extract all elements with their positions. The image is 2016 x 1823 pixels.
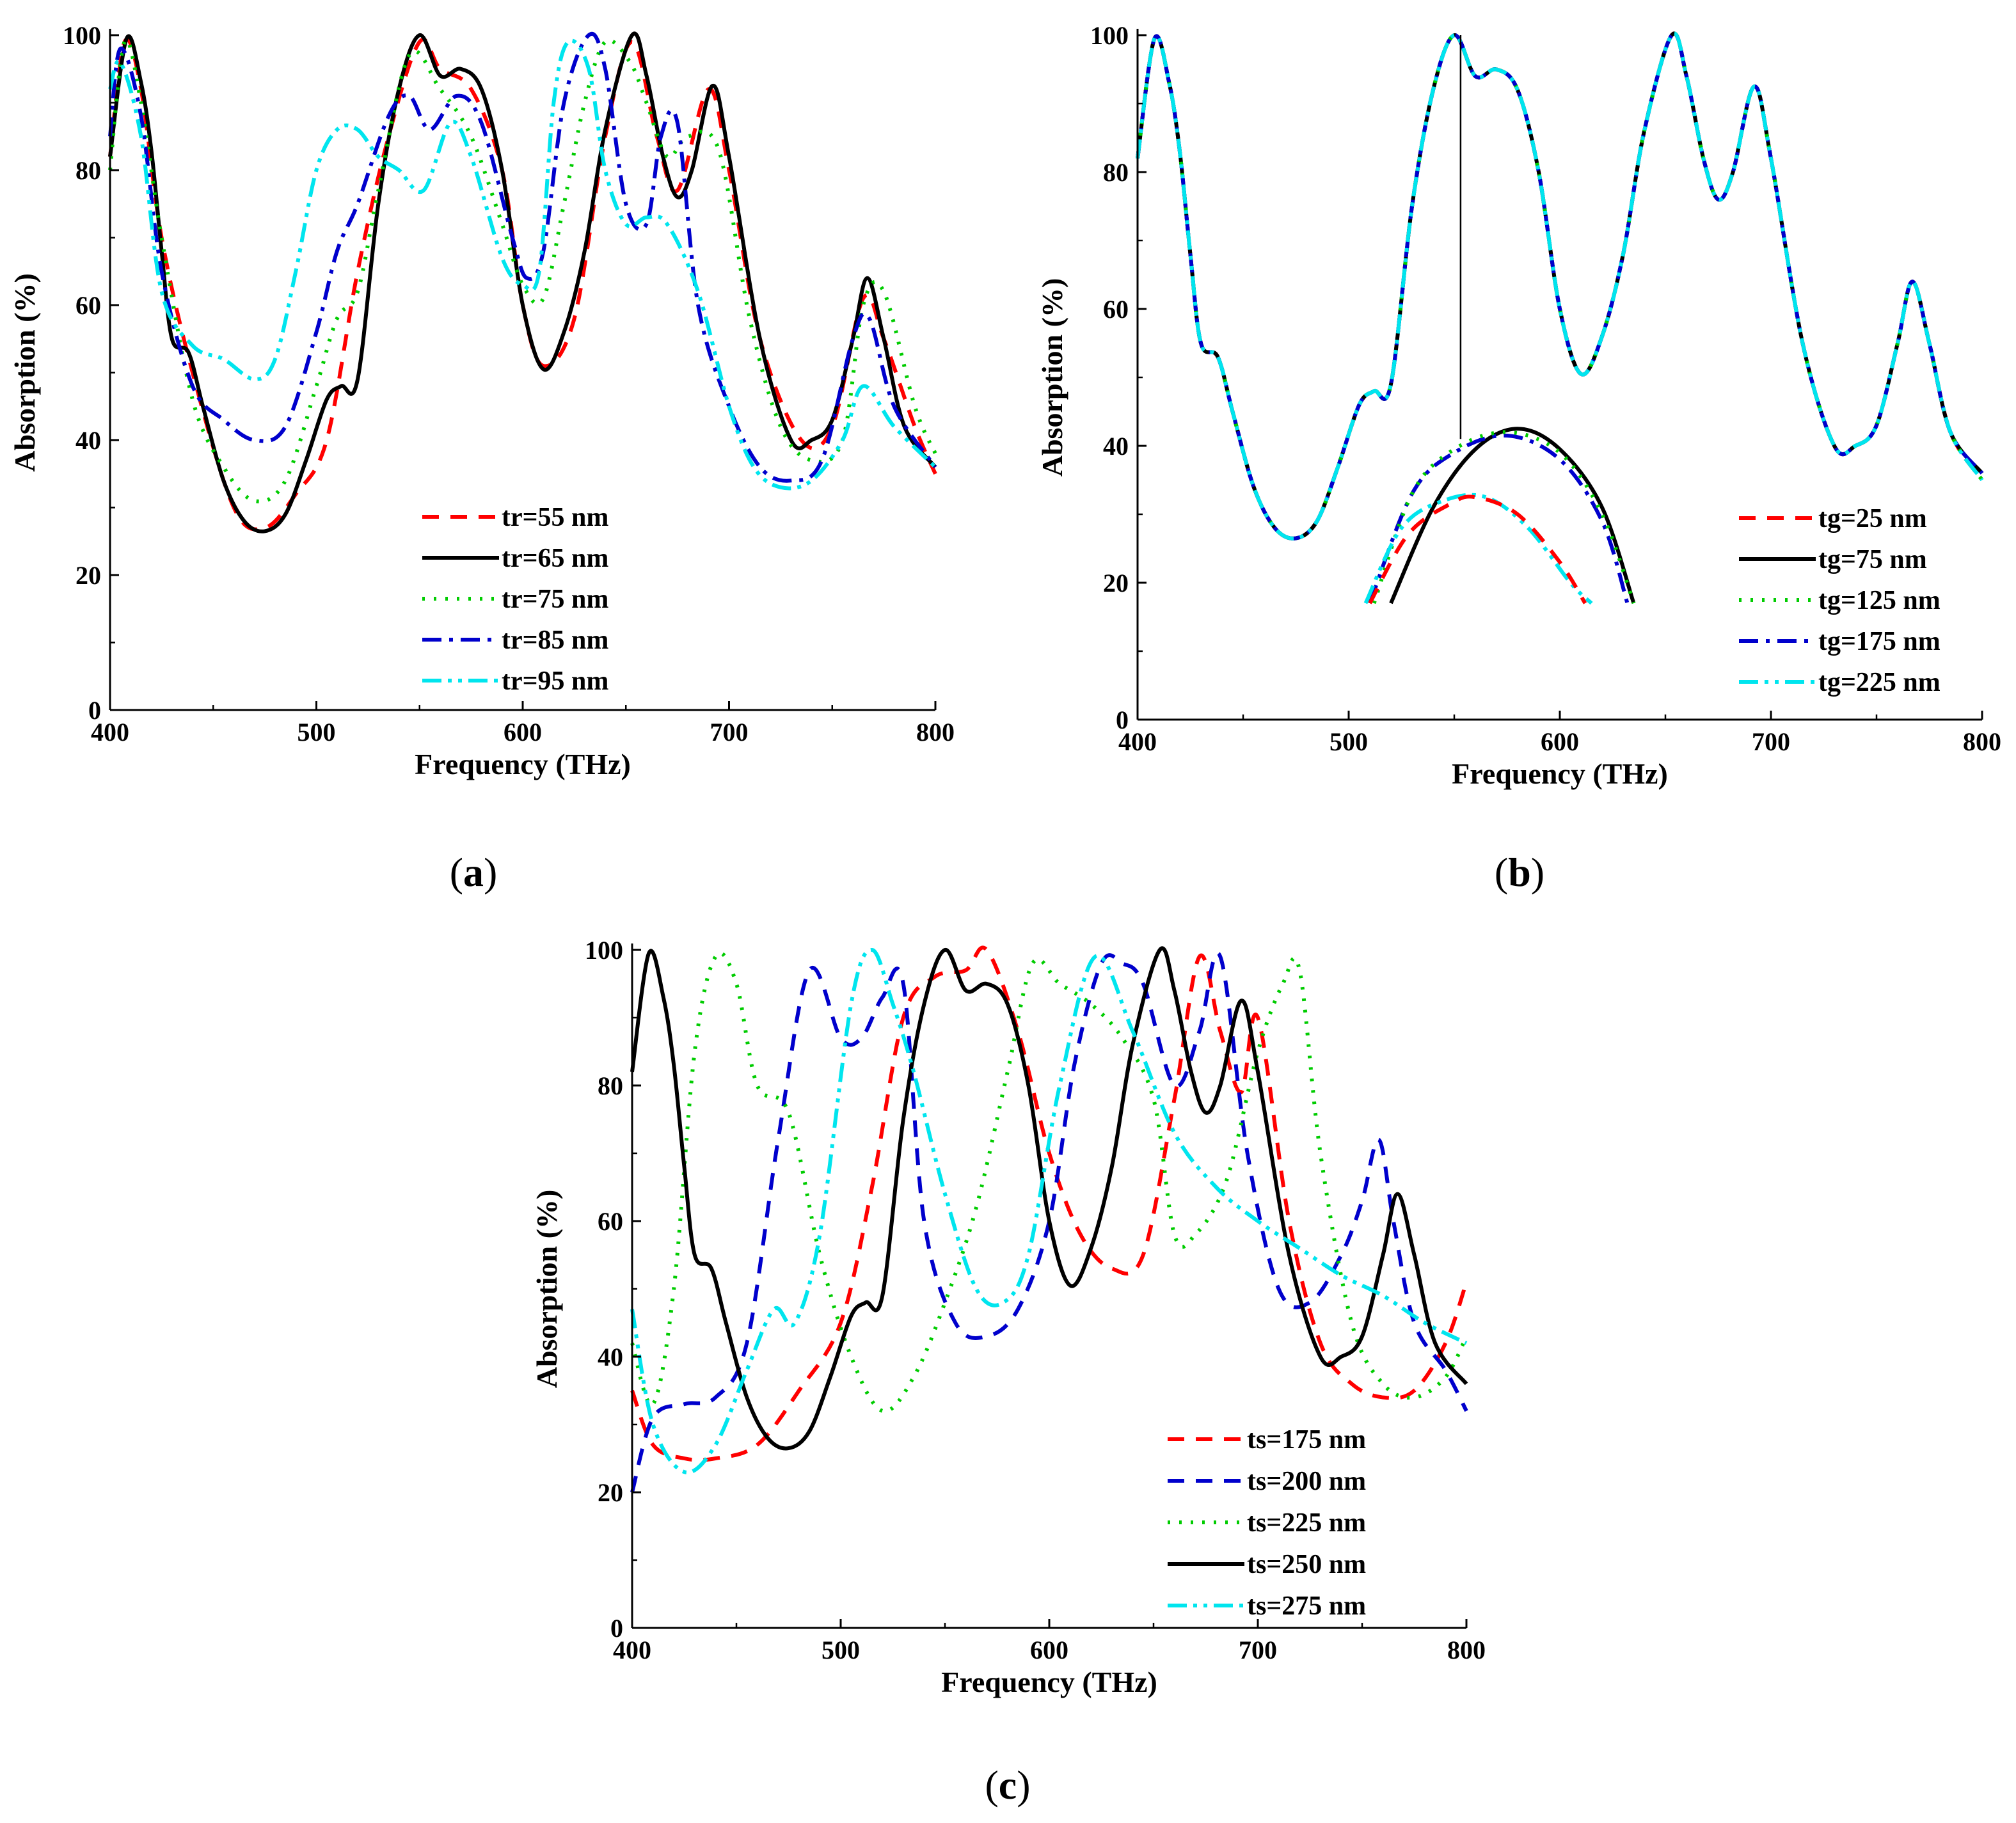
x-tick-label: 500	[1329, 727, 1368, 756]
y-tick-label: 80	[1103, 158, 1129, 187]
legend-label: tr=95 nm	[502, 667, 608, 696]
y-tick-label: 100	[63, 21, 101, 50]
legend-label: tr=75 nm	[502, 585, 608, 614]
y-tick-label: 20	[75, 561, 101, 590]
legend-label: ts=275 nm	[1247, 1591, 1366, 1621]
series-line-2	[108, 31, 937, 533]
series-line-1	[630, 945, 1468, 1462]
legend-label: ts=225 nm	[1247, 1508, 1366, 1538]
series-line-4	[108, 32, 937, 483]
x-axis-label: Frequency (THz)	[941, 1666, 1157, 1698]
legend-label: tg=75 nm	[1818, 545, 1927, 574]
legend: tr=55 nm tr=65 nm tr=75 nm tr=85 nm tr=95 nm	[422, 503, 608, 696]
series-line-5	[108, 38, 937, 491]
x-tick-label: 700	[1239, 1636, 1277, 1664]
y-tick-label: 0	[88, 696, 101, 725]
chart-panel-b: 400 500 600 700 800 0 20 40 60 80 100 Frequency (TH…	[1036, 21, 2001, 790]
y-tick-label: 100	[1090, 21, 1129, 50]
legend-label: tg=175 nm	[1818, 627, 1941, 656]
legend: ts=175 nm ts=200 nm ts=225 nm ts=250 nm ts=2…	[1168, 1425, 1366, 1621]
series-line-3	[108, 38, 937, 503]
y-tick-label: 20	[1103, 569, 1129, 597]
y-tick-label: 60	[75, 291, 101, 320]
y-tick-label: 40	[75, 426, 101, 455]
series-line-3	[1136, 31, 1984, 541]
y-tick-label: 0	[610, 1614, 623, 1643]
series-group	[108, 31, 937, 533]
legend-label: ts=175 nm	[1247, 1425, 1366, 1455]
y-tick-label: 40	[598, 1343, 623, 1371]
x-tick-label: 400	[1118, 727, 1157, 756]
legend-label: ts=200 nm	[1247, 1467, 1366, 1496]
inset-curve-1	[1389, 427, 1636, 604]
x-tick-label: 400	[613, 1636, 651, 1664]
series-line-2	[630, 951, 1468, 1493]
x-tick-label: 400	[91, 718, 129, 746]
legend-label: ts=250 nm	[1247, 1550, 1366, 1579]
y-tick-label: 40	[1103, 432, 1129, 461]
legend-label: tg=125 nm	[1818, 586, 1941, 615]
inset-curve-3	[1372, 430, 1636, 604]
inset-curve-5	[1368, 494, 1587, 604]
zoom-inset	[1363, 35, 1636, 605]
x-axis-label: Frequency (THz)	[1452, 757, 1668, 790]
panel-label-b: (b)	[1495, 849, 1544, 895]
x-tick-label: 700	[710, 718, 749, 746]
series-line-2	[1136, 31, 1984, 541]
series-line-1	[1136, 31, 1984, 541]
y-tick-label: 80	[75, 156, 101, 185]
y-axis-label: Absorption (%)	[8, 273, 41, 472]
y-axis-label: Absorption (%)	[530, 1190, 563, 1389]
legend: tg=25 nm tg=75 nm tg=125 nm tg=175 nm tg=225…	[1739, 504, 1941, 697]
y-tick-label: 100	[585, 936, 623, 965]
y-tick-label: 80	[598, 1071, 623, 1100]
chart-panel-c: 400 500 600 700 800 0 20 40 60 80 100 Frequency (TH…	[530, 936, 1486, 1698]
legend-label: tg=25 nm	[1818, 504, 1927, 533]
inset-curve-4	[1363, 493, 1593, 605]
legend-label: tr=65 nm	[502, 544, 608, 573]
x-tick-label: 800	[916, 718, 955, 746]
y-tick-label: 60	[1103, 295, 1129, 324]
series-group	[1136, 31, 1984, 541]
x-tick-label: 500	[298, 718, 336, 746]
series-line-4	[1136, 31, 1984, 541]
y-tick-label: 0	[1116, 706, 1129, 734]
x-axis-label: Frequency (THz)	[415, 748, 631, 780]
x-tick-label: 600	[1541, 727, 1579, 756]
x-tick-label: 700	[1752, 727, 1790, 756]
legend-label: tr=85 nm	[502, 626, 608, 655]
y-tick-label: 20	[598, 1478, 623, 1507]
series-line-5	[630, 948, 1468, 1474]
panel-label-c: (c)	[985, 1762, 1030, 1808]
y-axis-label: Absorption (%)	[1036, 278, 1068, 477]
panel-label-a: (a)	[450, 849, 498, 895]
series-line-4	[630, 946, 1468, 1451]
x-tick-label: 500	[821, 1636, 860, 1664]
y-tick-label: 60	[598, 1207, 623, 1236]
series-line-1	[108, 37, 937, 532]
series-line-5	[1136, 31, 1984, 541]
x-tick-label: 600	[504, 718, 542, 746]
legend-label: tg=225 nm	[1818, 668, 1941, 697]
chart-panel-a: 400 500 600 700 800 0 20 40 60 80 100 Frequency (TH…	[8, 21, 955, 780]
x-tick-label: 800	[1963, 727, 2001, 756]
series-group	[630, 945, 1468, 1493]
x-tick-label: 800	[1447, 1636, 1486, 1664]
legend-label: tr=55 nm	[502, 503, 608, 532]
inset-curve-2	[1368, 433, 1630, 604]
x-tick-label: 600	[1030, 1636, 1068, 1664]
